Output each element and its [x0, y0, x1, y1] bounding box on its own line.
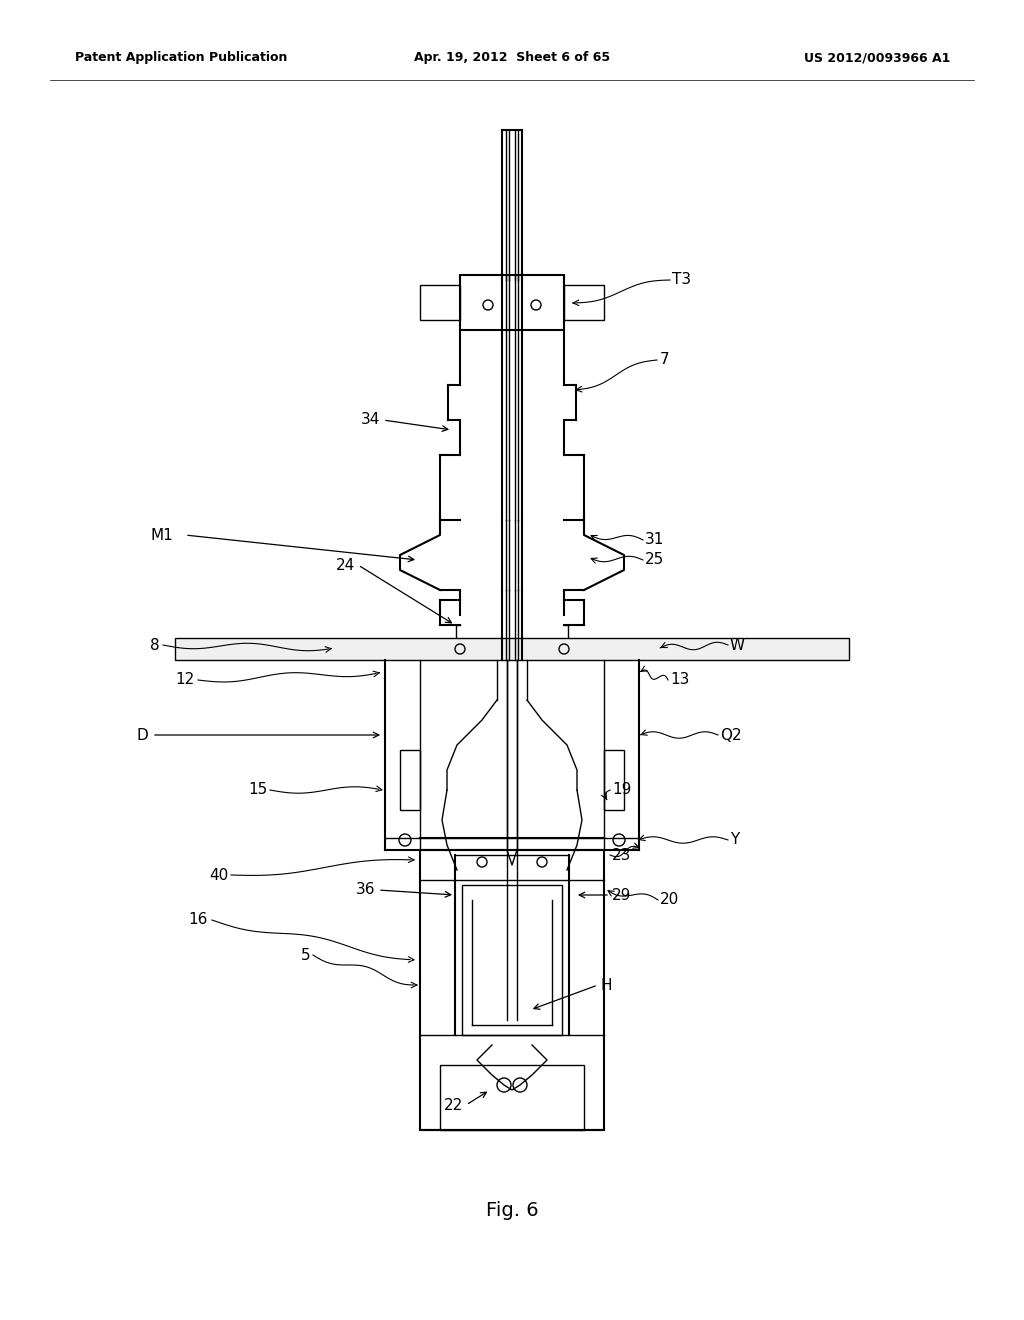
Text: 12: 12 [176, 672, 195, 688]
Text: 36: 36 [355, 883, 375, 898]
Bar [420, 850, 604, 1130]
Text: Y: Y [730, 833, 739, 847]
Bar [460, 275, 564, 330]
Text: US 2012/0093966 A1: US 2012/0093966 A1 [804, 51, 950, 65]
Bar [440, 1065, 584, 1130]
Text: 25: 25 [645, 553, 665, 568]
Text: 16: 16 [188, 912, 208, 928]
Text: 8: 8 [151, 638, 160, 652]
Bar [604, 750, 624, 810]
Text: Q2: Q2 [720, 727, 741, 742]
Text: M1: M1 [150, 528, 173, 543]
Text: 23: 23 [612, 847, 632, 862]
Text: Patent Application Publication: Patent Application Publication [75, 51, 288, 65]
Text: 5: 5 [300, 948, 310, 962]
Bar [400, 750, 420, 810]
Text: 7: 7 [660, 352, 670, 367]
Text: 15: 15 [249, 783, 268, 797]
Text: T3: T3 [672, 272, 691, 288]
Text: 13: 13 [670, 672, 689, 688]
Text: 29: 29 [612, 887, 632, 903]
Bar [420, 285, 460, 319]
Text: 31: 31 [645, 532, 665, 548]
Text: Apr. 19, 2012  Sheet 6 of 65: Apr. 19, 2012 Sheet 6 of 65 [414, 51, 610, 65]
Bar [175, 638, 849, 660]
Text: 40: 40 [209, 867, 228, 883]
Text: 34: 34 [360, 412, 380, 428]
Bar [564, 285, 604, 319]
Text: 24: 24 [336, 557, 355, 573]
Text: Fig. 6: Fig. 6 [485, 1200, 539, 1220]
Text: 19: 19 [612, 783, 632, 797]
Text: 20: 20 [660, 892, 679, 908]
Text: W: W [730, 638, 745, 652]
Text: H: H [600, 978, 611, 993]
Text: D: D [136, 727, 148, 742]
Text: 22: 22 [443, 1097, 463, 1113]
Bar [462, 884, 562, 1035]
